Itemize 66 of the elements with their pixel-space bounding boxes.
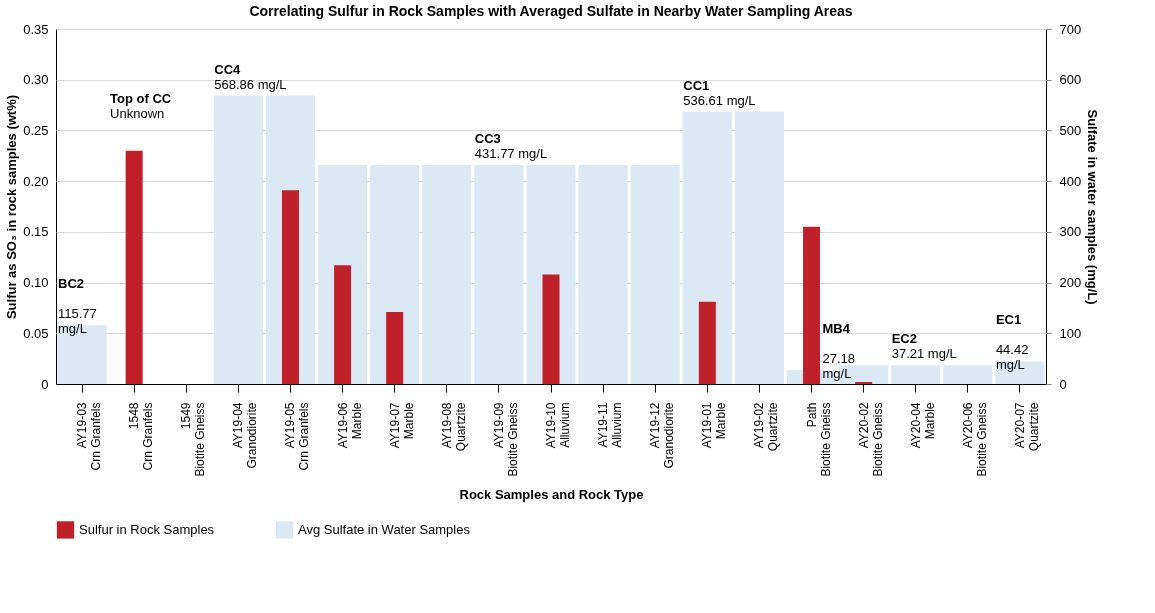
x-tick-label: AY19-12 Granodiorite <box>648 402 677 469</box>
bar <box>334 265 352 384</box>
x-tick-label: AY19-07 Marble <box>387 402 416 449</box>
bar <box>474 165 524 384</box>
bar <box>891 365 941 384</box>
x-tick-label: AY19-03 Crn Granfels <box>75 402 104 471</box>
x-tick-label: AY19-08 Quartzite <box>439 402 468 452</box>
y2-axis-title: Sulfate in water samples (mg/L) <box>1085 109 1101 305</box>
bar <box>578 165 628 384</box>
x-tick-label: AY19-10 Alluvium <box>544 402 572 449</box>
bar <box>213 95 263 384</box>
x-tick-label: AY19-06 Marble <box>335 402 364 449</box>
bar <box>943 365 993 384</box>
bar <box>57 325 107 384</box>
x-tick-label: AY19-04 Granodiorite <box>231 402 260 469</box>
bar <box>281 190 299 384</box>
y-tick-label: 0.20 <box>23 173 49 189</box>
data-label: MB4 27.18 mg/L <box>822 321 856 382</box>
data-label: EC1 44.42 mg/L <box>995 312 1029 373</box>
y2-tick-label: 200 <box>1059 275 1082 291</box>
bar <box>422 165 472 384</box>
y-tick-label: 0.30 <box>23 72 49 88</box>
bar <box>630 165 680 384</box>
y2-tick-label: 500 <box>1059 122 1082 138</box>
data-label: EC2 37.21 mg/L <box>891 331 957 362</box>
bar <box>125 150 143 384</box>
legend-label: Avg Sulfate in Water Samples <box>298 521 471 537</box>
y-tick-label: 0 <box>41 376 49 392</box>
legend-label: Sulfur in Rock Samples <box>79 521 215 537</box>
data-label: BC2 115.77 mg/L <box>58 276 97 337</box>
bar <box>698 301 716 384</box>
y2-tick-label: 700 <box>1059 21 1082 37</box>
y2-tick-label: 0 <box>1059 376 1067 392</box>
x-tick-label: AY20-02 Biotite Gneiss <box>856 402 885 477</box>
x-tick-label: AY20-04 Marble <box>908 402 937 449</box>
y2-tick-label: 600 <box>1059 72 1082 88</box>
x-tick-label: AY19-05 Crn Granfels <box>283 402 312 471</box>
x-tick-label: Path Biotite Gneiss <box>804 402 833 477</box>
x-tick-label: AY19-11 Alluvium <box>596 402 625 448</box>
x-tick-label: AY20-06 Biotite Gneiss <box>960 402 989 477</box>
y-tick-label: 0.25 <box>23 122 49 138</box>
y-tick-label: 0.35 <box>23 21 49 37</box>
y2-tick-label: 300 <box>1059 224 1082 240</box>
data-label: CC1 536.61 mg/L <box>683 77 756 108</box>
y2-tick-label: 100 <box>1059 325 1082 341</box>
x-tick-label: AY19-02 Quartzite <box>752 402 781 452</box>
bar <box>995 361 1045 384</box>
y-axis-title: Sulfur as SO₃ in rock samples (wt%) <box>4 94 20 320</box>
bar <box>855 381 873 384</box>
data-label: CC3 431.77 mg/L <box>474 131 548 162</box>
bar <box>542 274 560 384</box>
x-tick-label: 1549 Biotite Gneiss <box>179 402 208 477</box>
x-tick-label: 1548 Crn Granfels <box>127 402 156 471</box>
y-tick-label: 0.10 <box>23 275 49 291</box>
chart-title: Correlating Sulfur in Rock Samples with Averaged Sulfate in Nearby Water Sampling Areas <box>249 3 853 19</box>
x-tick-label: AY20-07 Quartzite <box>1012 402 1041 452</box>
y-tick-label: 0.05 <box>23 325 49 341</box>
data-label: CC4 568.86 mg/L <box>214 61 287 92</box>
y2-tick-label: 400 <box>1059 173 1082 189</box>
y-tick-label: 0.15 <box>23 224 49 240</box>
x-tick-label: AY19-01 Marble <box>700 402 729 449</box>
x-axis-title: Rock Samples and Rock Type <box>459 486 644 502</box>
bar <box>734 111 784 384</box>
text: Top of CC Unknown <box>110 90 172 121</box>
x-tick-label: AY19-09 Biotite Gneiss <box>491 402 520 477</box>
bar <box>386 311 404 384</box>
